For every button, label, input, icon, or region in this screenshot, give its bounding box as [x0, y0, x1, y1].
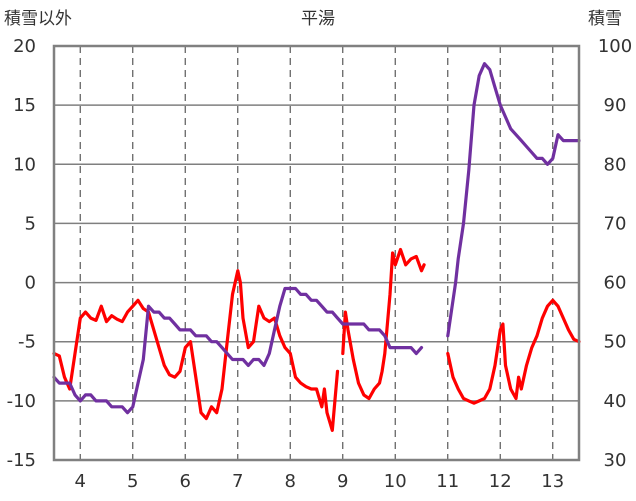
left-tick-label: 20 [13, 36, 36, 57]
left-tick-label: -15 [7, 450, 36, 471]
x-tick-label: 12 [489, 471, 512, 492]
left-tick-label: 0 [25, 273, 36, 294]
left-axis-title: 積雪以外 [4, 9, 72, 29]
right-tick-label: 50 [604, 332, 627, 353]
x-tick-label: 10 [384, 471, 407, 492]
chart-title: 平湯 [301, 9, 335, 29]
gridlines [54, 45, 579, 461]
series-line [52, 269, 340, 432]
x-tick-labels: 4 5 6 7 8 9 10 11 12 13 [75, 471, 565, 492]
left-tick-labels: 20 15 10 5 0 -5 -10 -15 [7, 36, 36, 471]
x-tick-label: 7 [232, 471, 243, 492]
x-tick-label: 8 [285, 471, 296, 492]
right-tick-label: 90 [604, 95, 627, 116]
right-tick-label: 40 [604, 391, 627, 412]
x-tick-label: 9 [337, 471, 348, 492]
series-line [446, 62, 581, 338]
left-tick-label: -5 [18, 332, 36, 353]
left-tick-label: 15 [13, 95, 36, 116]
right-tick-label: 100 [598, 36, 632, 57]
right-tick-label: 70 [604, 213, 627, 234]
x-tick-label: 5 [127, 471, 138, 492]
left-tick-label: -10 [7, 391, 36, 412]
right-tick-label: 60 [604, 273, 627, 294]
right-tick-labels: 100 90 80 70 60 50 40 30 [598, 36, 632, 471]
series-line [52, 286, 424, 415]
x-tick-label: 4 [75, 471, 86, 492]
left-tick-label: 5 [25, 213, 36, 234]
series-line [341, 247, 426, 401]
plot-frame [52, 44, 581, 462]
series-lines [52, 62, 581, 432]
x-tick-label: 6 [180, 471, 191, 492]
series-line [446, 298, 581, 405]
right-tick-label: 30 [604, 450, 627, 471]
x-tick-label: 13 [541, 471, 564, 492]
right-axis-title: 積雪 [588, 9, 622, 29]
x-tick-label: 11 [436, 471, 459, 492]
right-tick-label: 80 [604, 154, 627, 175]
left-tick-label: 10 [13, 154, 36, 175]
